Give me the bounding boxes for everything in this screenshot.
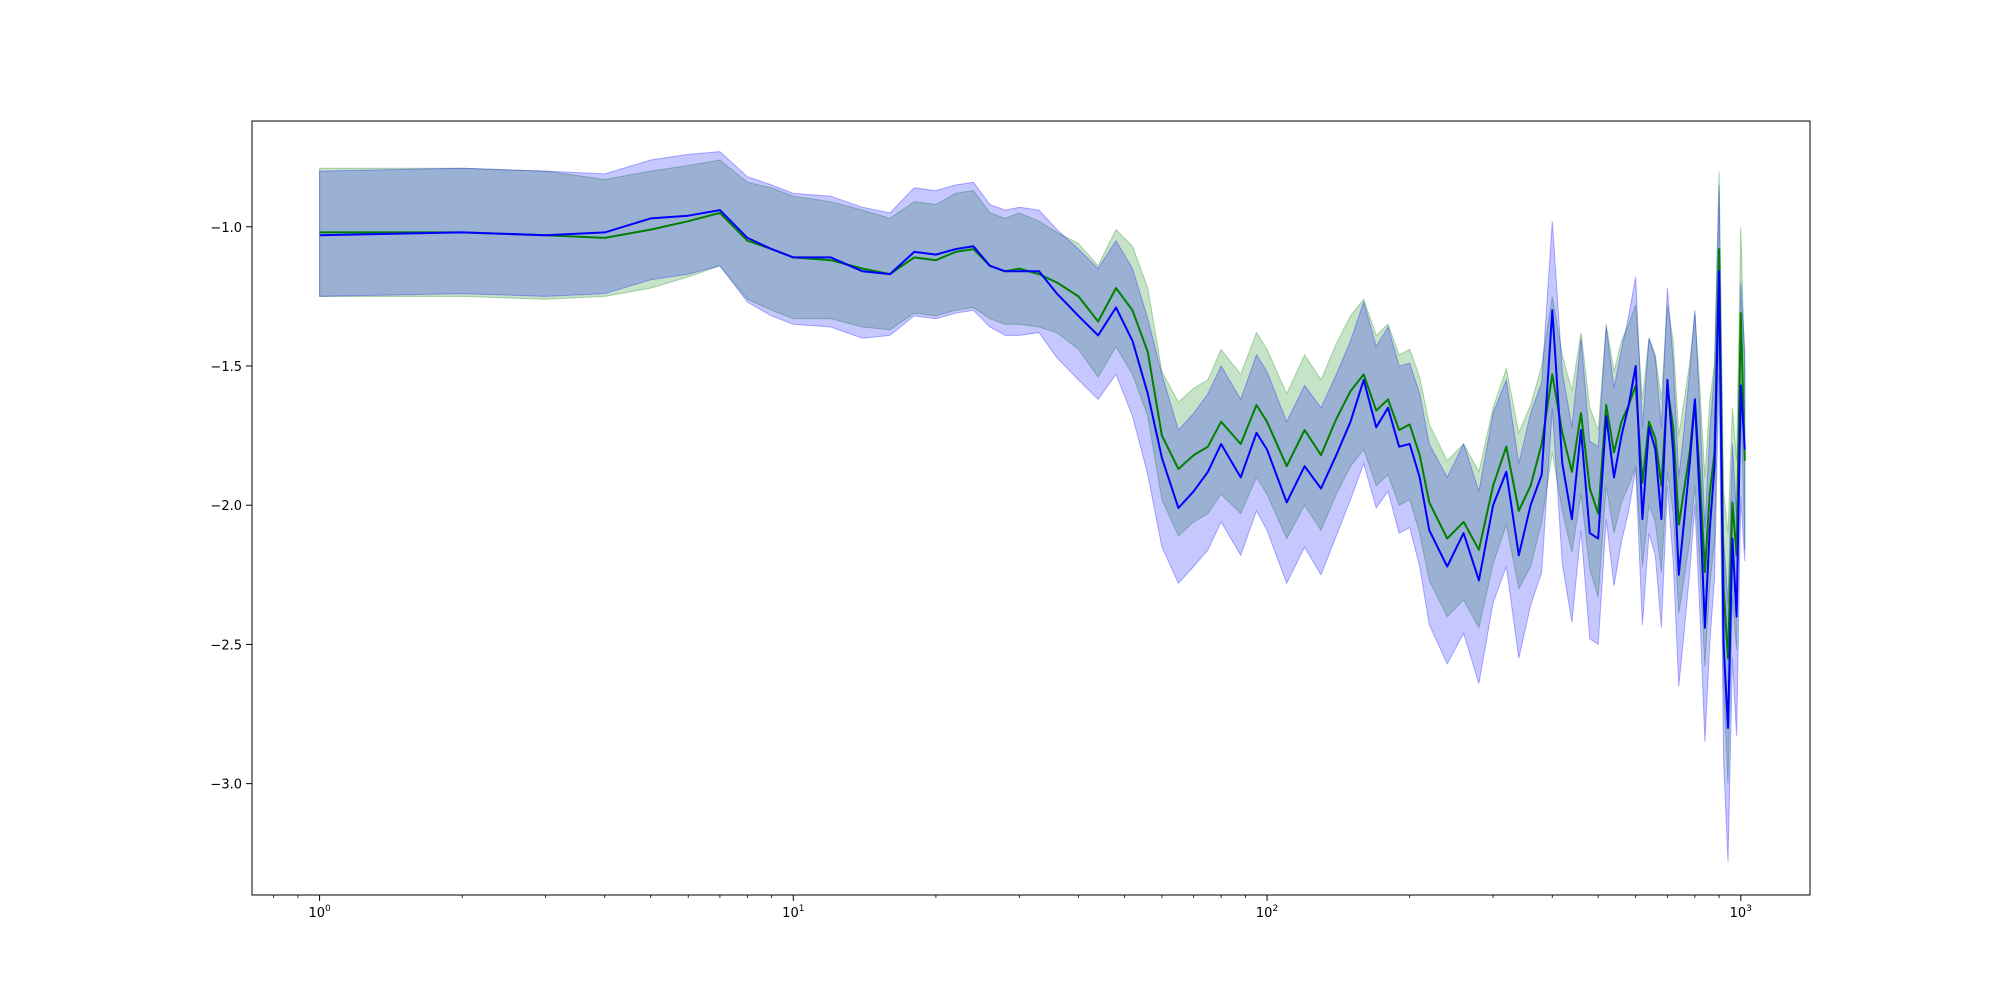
plot-frame <box>251 120 1811 896</box>
series-lines <box>319 209 1746 729</box>
confidence-band-1 <box>319 151 1746 862</box>
x-axis: 100 101 102 103 <box>273 895 1752 921</box>
series-line-1 <box>319 209 1746 729</box>
y-tick-label: −2.5 <box>210 638 242 653</box>
y-tick-label: −3.0 <box>210 778 242 793</box>
x-tick-label: 103 <box>1730 904 1752 921</box>
y-tick-label: −1.5 <box>210 360 242 375</box>
y-tick-label: −2.0 <box>210 499 242 514</box>
series-line-0 <box>319 211 1746 660</box>
y-tick-label: −1.0 <box>210 221 242 236</box>
x-tick-label: 100 <box>308 904 331 921</box>
confidence-bands <box>319 151 1746 862</box>
y-axis: −1.0 −1.5 −2.0 −2.5 −3.0 <box>210 221 252 793</box>
x-tick-label: 101 <box>782 904 804 921</box>
confidence-band-0 <box>319 159 1746 784</box>
x-tick-label: 102 <box>1256 904 1278 921</box>
